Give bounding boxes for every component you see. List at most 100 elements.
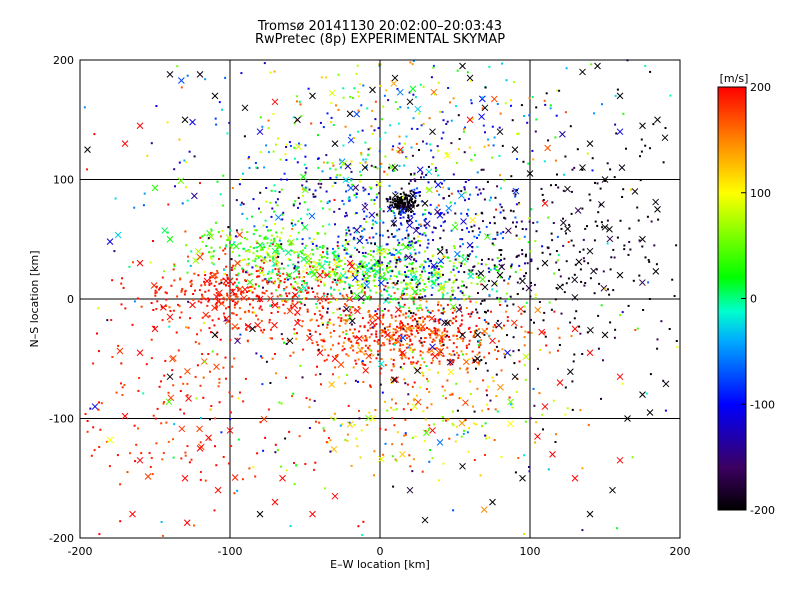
- data-point: [303, 303, 306, 306]
- data-point: [349, 271, 352, 274]
- data-point: [375, 291, 378, 294]
- data-point: [342, 87, 345, 90]
- data-point: [424, 270, 427, 273]
- data-point: [528, 114, 531, 117]
- data-point-x-marker: [279, 474, 286, 482]
- data-point: [119, 483, 122, 486]
- data-point-x-marker: [586, 349, 594, 357]
- data-point: [512, 336, 515, 339]
- data-point: [407, 402, 409, 405]
- data-point: [438, 360, 441, 363]
- data-point: [360, 104, 363, 107]
- data-point: [208, 438, 211, 441]
- data-point-x-marker: [451, 223, 459, 231]
- data-point: [270, 292, 273, 295]
- data-point: [448, 260, 451, 263]
- data-point: [503, 352, 505, 355]
- data-point: [231, 395, 234, 398]
- data-point: [531, 96, 534, 98]
- data-point: [446, 379, 449, 382]
- data-point-x-marker: [454, 250, 461, 258]
- data-point: [320, 256, 323, 259]
- data-point: [433, 266, 436, 269]
- data-point: [543, 99, 546, 102]
- data-point: [285, 143, 288, 146]
- data-point: [391, 316, 394, 319]
- data-point: [211, 350, 214, 353]
- data-point: [336, 279, 339, 282]
- data-point-x-marker: [459, 462, 466, 470]
- data-point: [371, 219, 374, 222]
- data-point: [235, 302, 238, 305]
- data-point: [383, 308, 386, 310]
- data-point: [120, 362, 123, 365]
- data-point: [551, 239, 554, 242]
- data-point: [565, 232, 567, 235]
- data-point: [389, 275, 392, 278]
- data-point: [244, 279, 247, 282]
- data-point: [196, 364, 199, 367]
- data-point-x-marker: [571, 276, 579, 284]
- data-point: [427, 348, 430, 351]
- data-point: [333, 412, 336, 415]
- data-point: [411, 325, 413, 327]
- data-point: [344, 319, 347, 322]
- data-point: [309, 271, 312, 273]
- data-point: [389, 269, 392, 272]
- data-point: [628, 227, 631, 230]
- data-point: [494, 196, 497, 199]
- data-point-x-marker: [301, 223, 309, 231]
- data-point: [428, 460, 431, 463]
- data-point: [345, 353, 348, 356]
- data-point: [364, 141, 367, 144]
- data-point: [456, 69, 459, 72]
- data-point: [455, 425, 458, 428]
- data-point: [363, 218, 366, 220]
- data-point: [352, 227, 355, 230]
- data-point: [613, 176, 616, 179]
- data-point: [212, 263, 215, 266]
- data-point: [366, 241, 369, 244]
- data-point: [258, 275, 261, 278]
- data-point: [573, 166, 576, 169]
- data-point: [424, 250, 426, 253]
- data-point: [572, 360, 575, 363]
- data-point: [418, 339, 421, 342]
- data-point: [273, 210, 276, 213]
- data-point: [98, 401, 100, 404]
- data-point: [317, 182, 320, 185]
- data-point: [209, 418, 211, 421]
- data-point: [231, 187, 234, 189]
- data-point: [481, 107, 484, 110]
- data-point: [326, 161, 329, 164]
- data-point: [413, 366, 415, 369]
- data-point: [378, 63, 381, 66]
- data-point: [251, 291, 254, 294]
- data-point: [481, 258, 483, 261]
- data-point: [343, 347, 346, 350]
- data-point: [300, 302, 303, 305]
- data-point: [309, 265, 311, 268]
- data-point: [248, 310, 251, 313]
- data-point: [276, 303, 279, 306]
- data-point: [594, 220, 597, 223]
- data-point: [601, 103, 603, 106]
- data-point: [498, 260, 501, 263]
- data-point: [640, 138, 643, 141]
- data-point: [133, 300, 136, 303]
- data-point: [418, 304, 421, 307]
- data-point: [614, 328, 617, 331]
- data-point: [304, 264, 307, 267]
- data-point: [161, 319, 164, 322]
- data-point: [200, 284, 203, 287]
- data-point: [396, 288, 399, 290]
- data-point: [554, 184, 557, 186]
- data-point-x-marker: [226, 427, 234, 434]
- data-point: [263, 246, 266, 249]
- data-point: [558, 344, 561, 346]
- data-point: [172, 438, 174, 441]
- data-point: [152, 240, 154, 242]
- data-point: [347, 197, 350, 200]
- data-point: [282, 250, 285, 252]
